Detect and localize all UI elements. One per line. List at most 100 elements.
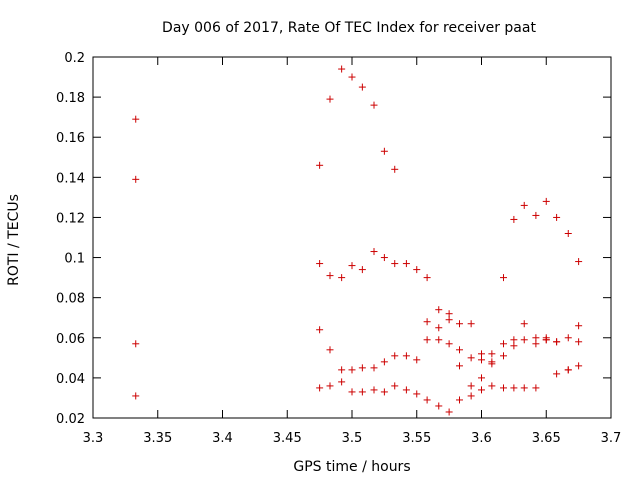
data-point (564, 229, 572, 237)
y-tick-label: 0.18 (56, 91, 85, 106)
y-tick-label: 0.1 (64, 252, 85, 267)
data-point (520, 384, 528, 392)
y-tick-label: 0.08 (56, 292, 85, 307)
data-point (316, 260, 324, 268)
y-tick-label: 0.04 (56, 372, 85, 387)
x-tick-label: 3.7 (601, 431, 622, 446)
data-point (358, 266, 366, 274)
data-point (488, 360, 496, 368)
y-axis-ticks: 0.02 0.04 0.06 0.08 0.1 0.12 0.14 0.16 0.18 0.2 (56, 51, 611, 427)
data-point (510, 384, 518, 392)
data-point (380, 388, 388, 396)
y-tick-label: 0.12 (56, 211, 85, 226)
y-tick-label: 0.06 (56, 332, 85, 347)
data-point (435, 402, 443, 410)
data-point (445, 340, 453, 348)
y-tick-label: 0.14 (56, 171, 85, 186)
data-point (500, 352, 508, 360)
data-point (500, 384, 508, 392)
x-axis-label: GPS time / hours (293, 459, 410, 475)
data-point (370, 364, 378, 372)
data-point (532, 384, 540, 392)
x-tick-label: 3.45 (273, 431, 302, 446)
data-point (316, 384, 324, 392)
data-point (467, 354, 475, 362)
data-point (445, 408, 453, 416)
data-point (488, 350, 496, 358)
data-point (510, 342, 518, 350)
data-point (402, 260, 410, 268)
data-point (402, 352, 410, 360)
data-point (370, 386, 378, 394)
data-point (358, 364, 366, 372)
data-points (132, 65, 583, 416)
data-point (326, 95, 334, 103)
data-point (326, 382, 334, 390)
data-point (380, 358, 388, 366)
data-point (423, 396, 431, 404)
data-point (132, 392, 140, 400)
data-point (380, 254, 388, 262)
plot-frame (92, 56, 612, 419)
y-tick-label: 0.16 (56, 131, 85, 146)
data-point (478, 374, 485, 382)
data-point (423, 318, 431, 326)
data-point (316, 161, 324, 169)
data-point (370, 101, 378, 109)
data-point (510, 215, 518, 223)
data-point (370, 248, 378, 256)
y-axis-label: ROTI / TECUs (6, 194, 22, 286)
data-point (435, 306, 443, 314)
data-point (532, 334, 540, 342)
data-point (413, 266, 421, 274)
data-point (520, 201, 528, 209)
data-point (348, 366, 356, 374)
data-point (455, 346, 463, 354)
data-point (532, 340, 540, 348)
data-point (553, 338, 561, 346)
data-point (391, 382, 399, 390)
data-point (413, 390, 421, 398)
data-point (445, 310, 453, 318)
data-point (575, 362, 583, 370)
data-point (338, 378, 346, 386)
data-point (575, 338, 583, 346)
data-point (575, 322, 583, 330)
data-point (520, 320, 528, 328)
x-tick-label: 3.6 (471, 431, 492, 446)
data-point (445, 316, 453, 324)
data-point (338, 65, 346, 73)
data-point (542, 336, 550, 344)
data-point (348, 262, 356, 270)
data-point (455, 320, 463, 328)
data-point (478, 350, 485, 358)
data-point (455, 396, 463, 404)
data-point (575, 258, 583, 266)
data-point (423, 274, 431, 282)
data-point (348, 388, 356, 396)
data-point (338, 366, 346, 374)
data-point (132, 340, 140, 348)
data-point (338, 274, 346, 282)
data-point (358, 388, 366, 396)
data-point (316, 326, 324, 334)
data-point (413, 356, 421, 364)
data-point (435, 324, 443, 332)
x-tick-label: 3.5 (342, 431, 363, 446)
data-point (391, 165, 399, 173)
data-point (500, 340, 508, 348)
data-point (564, 334, 572, 342)
x-tick-label: 3.55 (402, 431, 431, 446)
data-point (391, 260, 399, 268)
data-point (132, 115, 140, 123)
data-point (478, 356, 485, 364)
x-axis-ticks: 3.3 3.35 3.4 3.45 3.5 3.55 3.6 3.65 3.7 (83, 57, 622, 446)
data-point (564, 366, 572, 374)
chart-title: Day 006 of 2017, Rate Of TEC Index for r… (162, 20, 536, 36)
data-point (542, 197, 550, 205)
data-point (467, 320, 475, 328)
y-tick-label: 0.2 (64, 51, 85, 66)
data-point (380, 147, 388, 155)
data-point (478, 386, 485, 394)
